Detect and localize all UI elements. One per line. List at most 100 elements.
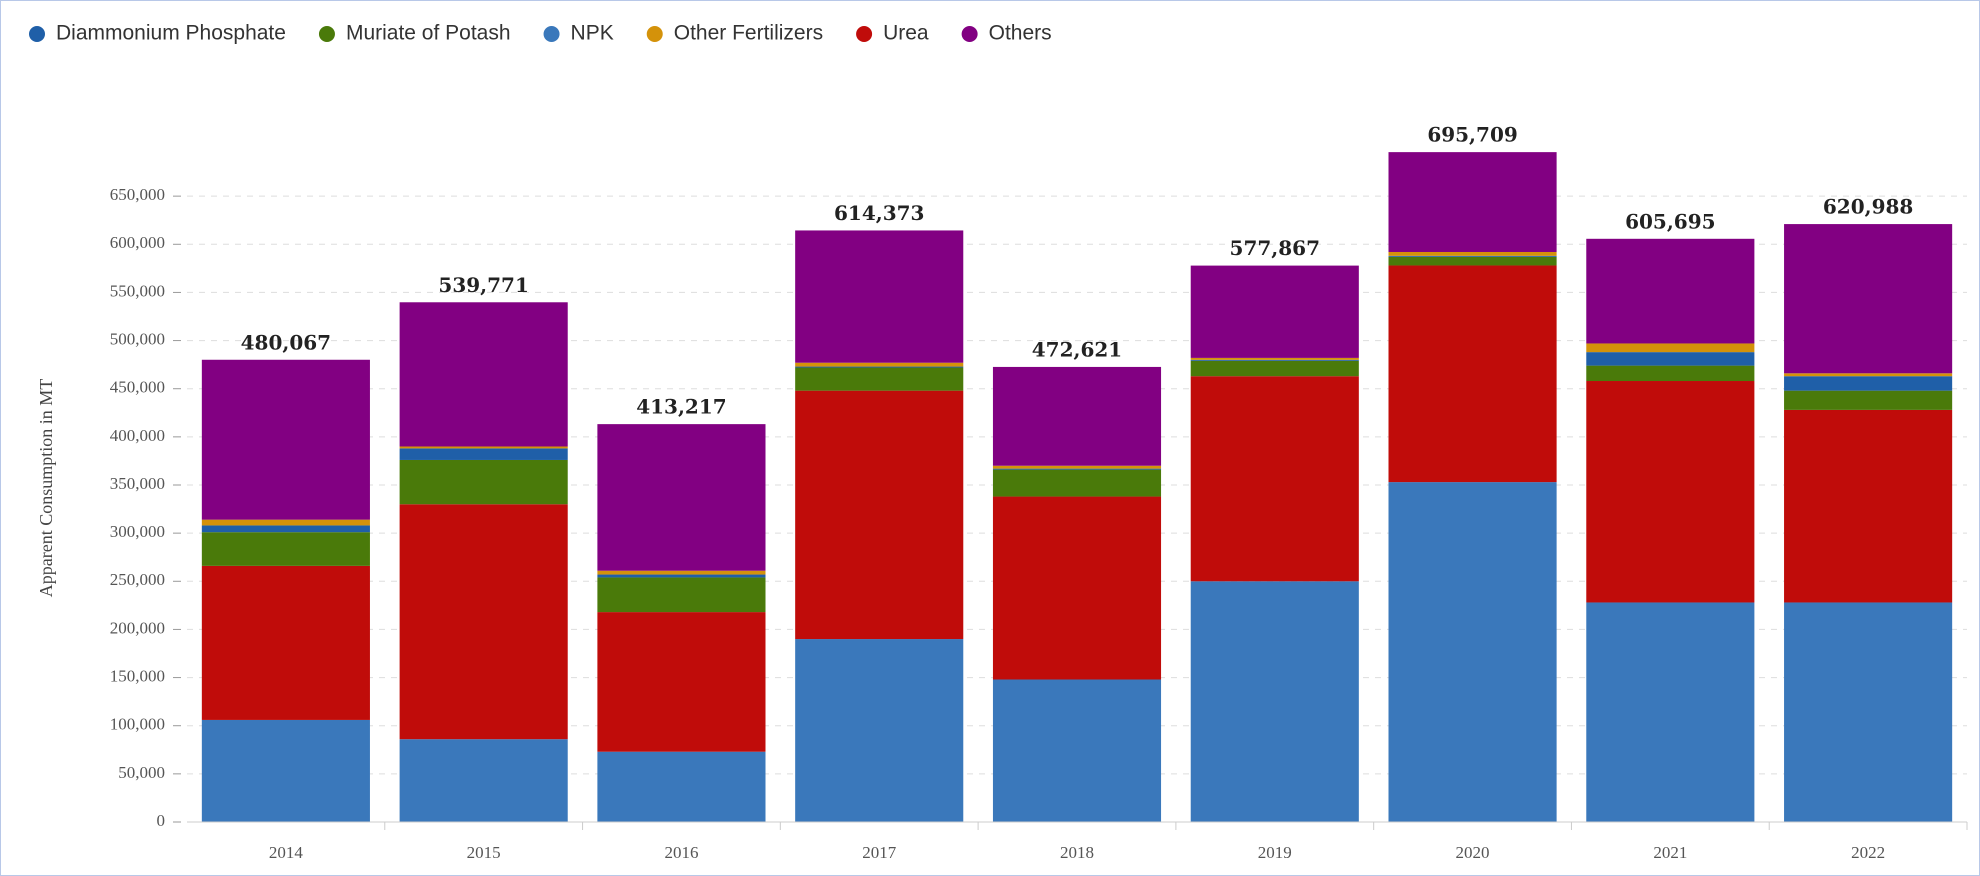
- bar-segment: [795, 390, 964, 640]
- bar-segment: [1586, 343, 1755, 353]
- y-tick-label: 300,000: [110, 522, 165, 541]
- y-tick-label: 250,000: [110, 570, 165, 589]
- bar-segment: [992, 496, 1162, 680]
- bar-segment: [1388, 265, 1557, 483]
- bar-segment: [597, 574, 766, 578]
- x-tick-label: 2015: [467, 843, 501, 862]
- y-tick-label: 100,000: [110, 715, 165, 734]
- bar-segment: [201, 519, 370, 526]
- total-label: 695,709: [1427, 123, 1517, 147]
- legend-label: Diammonium Phosphate: [56, 22, 286, 45]
- bar-segment: [1388, 251, 1557, 256]
- bar-segment: [597, 612, 766, 752]
- total-label: 605,695: [1625, 209, 1715, 233]
- bar-segment: [1190, 376, 1359, 582]
- total-label: 539,771: [438, 273, 528, 297]
- bar-segment: [399, 446, 568, 449]
- bar-segment: [1784, 376, 1953, 391]
- total-label: 620,988: [1823, 195, 1913, 219]
- bar-segment: [399, 459, 568, 505]
- bar-segment: [1784, 409, 1953, 603]
- bar-segment: [597, 570, 766, 575]
- x-tick-label: 2021: [1653, 843, 1687, 862]
- x-tick-label: 2016: [664, 843, 698, 862]
- legend-marker: [318, 26, 335, 42]
- legend-marker: [543, 26, 560, 42]
- total-label: 480,067: [241, 330, 331, 354]
- y-tick-label: 150,000: [110, 666, 165, 685]
- y-tick-label: 600,000: [110, 233, 165, 252]
- bar-segment: [1190, 360, 1359, 377]
- x-tick-label: 2018: [1060, 843, 1094, 862]
- y-tick-label: 400,000: [110, 426, 165, 445]
- legend-label: Muriate of Potash: [346, 22, 511, 45]
- bar-segment: [1586, 365, 1755, 382]
- bar-segment: [992, 679, 1162, 822]
- bar-segment: [201, 532, 370, 566]
- bar-segment: [1784, 224, 1953, 374]
- bar-segment: [1784, 373, 1953, 377]
- total-label: 472,621: [1032, 337, 1122, 361]
- x-tick-label: 2017: [862, 843, 897, 862]
- y-tick-label: 200,000: [110, 618, 165, 637]
- total-label: 614,373: [834, 201, 924, 225]
- bar-segment: [597, 424, 766, 571]
- bar-segment: [1388, 482, 1557, 822]
- y-tick-label: 50,000: [118, 763, 165, 782]
- y-axis-title: Apparent Consumption in MT: [36, 379, 56, 598]
- bar-segment: [795, 367, 964, 391]
- legend-marker: [856, 26, 873, 42]
- y-tick-label: 650,000: [110, 185, 165, 204]
- bar-segment: [1190, 581, 1359, 822]
- bar-segment: [1784, 602, 1953, 822]
- bar-segment: [399, 448, 568, 460]
- bar-segment: [992, 366, 1162, 466]
- total-label: 413,217: [636, 395, 726, 419]
- legend-label: Others: [989, 22, 1052, 45]
- legend-label: NPK: [571, 22, 614, 45]
- bar-segment: [795, 362, 964, 367]
- bar-segment: [992, 465, 1162, 469]
- bar-segment: [795, 639, 964, 822]
- legend-marker: [961, 26, 978, 42]
- y-tick-label: 350,000: [110, 474, 165, 493]
- bar-segment: [795, 230, 964, 363]
- x-tick-label: 2014: [269, 843, 304, 862]
- bar-segment: [597, 751, 766, 822]
- bar-segment: [1586, 381, 1755, 603]
- bar-segment: [597, 577, 766, 613]
- x-tick-label: 2022: [1851, 843, 1885, 862]
- x-tick-label: 2020: [1456, 843, 1490, 862]
- bar-segment: [399, 302, 568, 447]
- y-tick-label: 450,000: [110, 378, 165, 397]
- bar-segment: [1388, 255, 1557, 257]
- total-label: 577,867: [1230, 236, 1320, 260]
- bar-segment: [201, 525, 370, 533]
- bar-segment: [1388, 256, 1557, 266]
- legend-marker: [29, 26, 45, 42]
- bar-segment: [1586, 352, 1755, 366]
- bar-segment: [201, 565, 370, 720]
- bar-segment: [1190, 357, 1359, 360]
- bar-segment: [992, 469, 1162, 497]
- bar-segment: [399, 504, 568, 740]
- legend-label: Urea: [883, 22, 929, 45]
- bar-segment: [1190, 359, 1359, 361]
- bar-segment: [399, 739, 568, 822]
- x-tick-label: 2019: [1258, 843, 1292, 862]
- bar-segment: [201, 359, 370, 520]
- bar-segment: [1388, 152, 1557, 252]
- bar-segment: [795, 366, 964, 368]
- bar-segment: [201, 719, 370, 822]
- bar-segment: [1784, 390, 1953, 410]
- legend-label: Other Fertilizers: [674, 22, 823, 45]
- y-tick-label: 0: [157, 811, 166, 830]
- bar-segment: [992, 468, 1162, 470]
- y-tick-label: 500,000: [110, 329, 165, 348]
- y-tick-label: 550,000: [110, 281, 165, 300]
- legend-marker: [646, 26, 663, 42]
- bar-segment: [1190, 265, 1359, 358]
- bar-segment: [1586, 602, 1755, 822]
- bar-segment: [1586, 238, 1755, 344]
